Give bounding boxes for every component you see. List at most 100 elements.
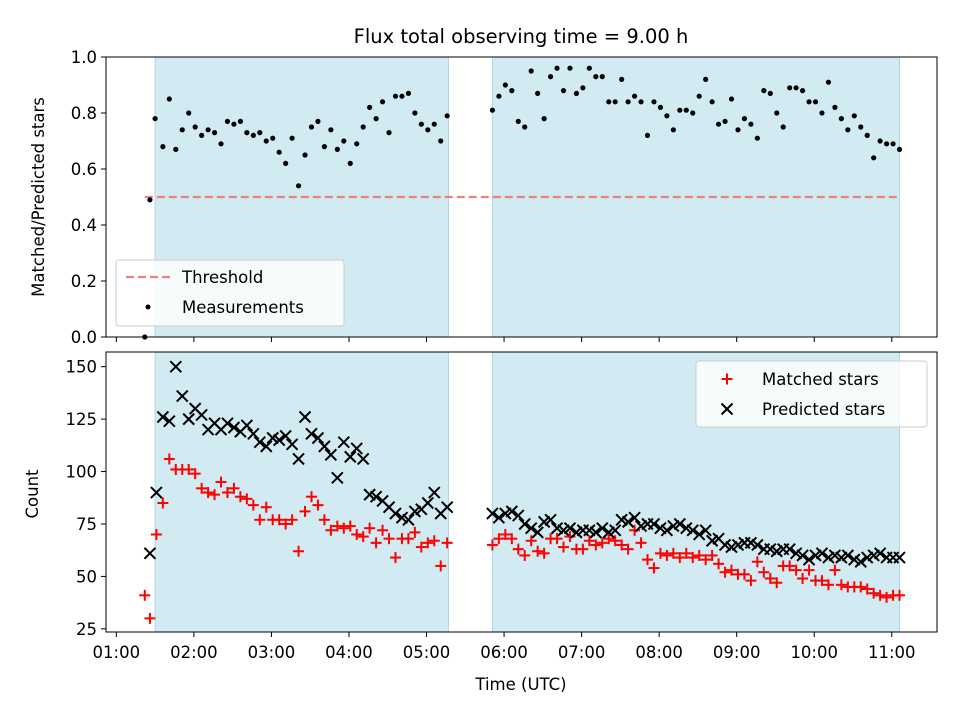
cross-b — [744, 536, 758, 550]
bottom-y-axis: 25 50 75 100 125 150 — [66, 358, 106, 639]
predicted-stars-point — [544, 513, 557, 526]
predicted-stars-point — [369, 490, 383, 503]
bottom-y-tick-label: 100 — [66, 463, 98, 482]
x-tick-label: 06:00 — [480, 643, 528, 662]
matched-stars-point — [493, 533, 505, 545]
predicted-stars-point — [227, 421, 241, 434]
matched-stars-point — [532, 545, 544, 557]
bottom-y-tick-label: 25 — [76, 620, 97, 639]
measurement-point — [767, 90, 773, 96]
matched-stars-point — [751, 556, 763, 568]
predicted-stars-point — [311, 431, 325, 445]
matched-stars-point — [189, 468, 201, 480]
predicted-stars-point — [796, 549, 809, 562]
x-tick-label: 07:00 — [558, 643, 606, 662]
cross-b — [789, 547, 803, 560]
matched-stars-point — [881, 591, 893, 603]
matched-stars-point — [234, 491, 246, 503]
cross-b — [764, 542, 777, 556]
predicted-stars-point — [324, 448, 338, 461]
x-tick-label: 01:00 — [93, 643, 141, 662]
predicted-stars-point — [292, 452, 305, 466]
matched-stars-point — [506, 533, 518, 545]
matched-stars-point — [512, 543, 524, 555]
measurement-point — [341, 138, 347, 144]
measurement-point — [489, 107, 496, 113]
cross-b — [363, 488, 376, 501]
measurement-point — [250, 132, 256, 138]
matched-stars-point — [797, 573, 809, 585]
measurement-point — [399, 93, 405, 99]
measurement-point — [825, 79, 832, 85]
measurement-point — [302, 152, 308, 158]
matched-stars-point — [228, 482, 240, 494]
measurement-point — [858, 124, 864, 130]
cross-b — [331, 471, 344, 485]
predicted-stars-point — [596, 521, 609, 535]
measurement-point — [438, 138, 444, 144]
predicted-stars-point — [873, 547, 887, 560]
matched-stars-point — [758, 566, 770, 578]
cross-b — [421, 496, 435, 510]
predicted-stars-point — [699, 524, 712, 537]
cross-b — [395, 511, 409, 524]
predicted-stars-point — [331, 471, 344, 485]
cross-b — [440, 500, 454, 514]
cross-b — [260, 440, 273, 453]
measurement-point — [864, 132, 870, 138]
matched-stars-point — [622, 543, 634, 555]
matched-stars-point — [286, 514, 298, 526]
cross-b — [524, 521, 538, 535]
measurement-point — [347, 160, 353, 166]
legend-matched-label: Matched stars — [762, 370, 879, 389]
measurement-point — [580, 85, 586, 91]
legend-matched-swatch — [721, 373, 733, 385]
cross-b — [512, 509, 525, 522]
measurement-point — [683, 107, 689, 113]
measurement-point — [528, 68, 534, 74]
legend-threshold-label: Threshold — [181, 268, 263, 287]
predicted-stars-point — [143, 547, 157, 560]
matched-stars-points — [139, 453, 906, 624]
matched-stars-point — [558, 541, 570, 553]
matched-stars-point — [254, 514, 266, 526]
matched-stars-point — [389, 552, 401, 564]
matched-stars-point — [247, 499, 259, 511]
predicted-stars-point — [802, 553, 816, 566]
bottom-y-tick-label: 150 — [66, 358, 98, 377]
predicted-stars-point — [428, 486, 441, 499]
matched-stars-point — [829, 564, 841, 576]
matched-stars-point — [596, 537, 608, 549]
predicted-stars-point — [279, 429, 292, 443]
cross-b — [802, 553, 816, 566]
matched-stars-point — [183, 463, 195, 475]
measurement-point — [606, 99, 612, 105]
predicted-stars-point — [660, 524, 674, 537]
x-tick-label: 05:00 — [403, 643, 451, 662]
predicted-stars-point — [260, 440, 273, 453]
cross-b — [505, 505, 519, 518]
top-y-tick-label: 0.4 — [71, 216, 97, 235]
predicted-stars-point — [608, 524, 622, 537]
x-tick-label: 10:00 — [790, 643, 838, 662]
cross-b — [583, 524, 596, 537]
predicted-stars-point — [344, 450, 357, 464]
measurement-point — [586, 65, 592, 71]
measurement-point — [877, 138, 883, 144]
matched-stars-point — [894, 589, 906, 601]
measurement-point — [289, 135, 295, 141]
measurement-point — [638, 99, 644, 105]
measurement-points — [142, 65, 903, 340]
cross-b — [621, 515, 635, 529]
measurement-point — [851, 113, 857, 119]
matched-stars-point — [538, 547, 550, 559]
cross-b — [143, 547, 157, 560]
predicted-stars-point — [512, 509, 525, 522]
matched-stars-point — [402, 533, 414, 545]
predicted-stars-point — [402, 513, 415, 526]
measurement-point — [896, 146, 903, 152]
matched-stars-point — [331, 520, 343, 532]
cross-b — [163, 415, 176, 428]
cross-b — [188, 402, 202, 415]
